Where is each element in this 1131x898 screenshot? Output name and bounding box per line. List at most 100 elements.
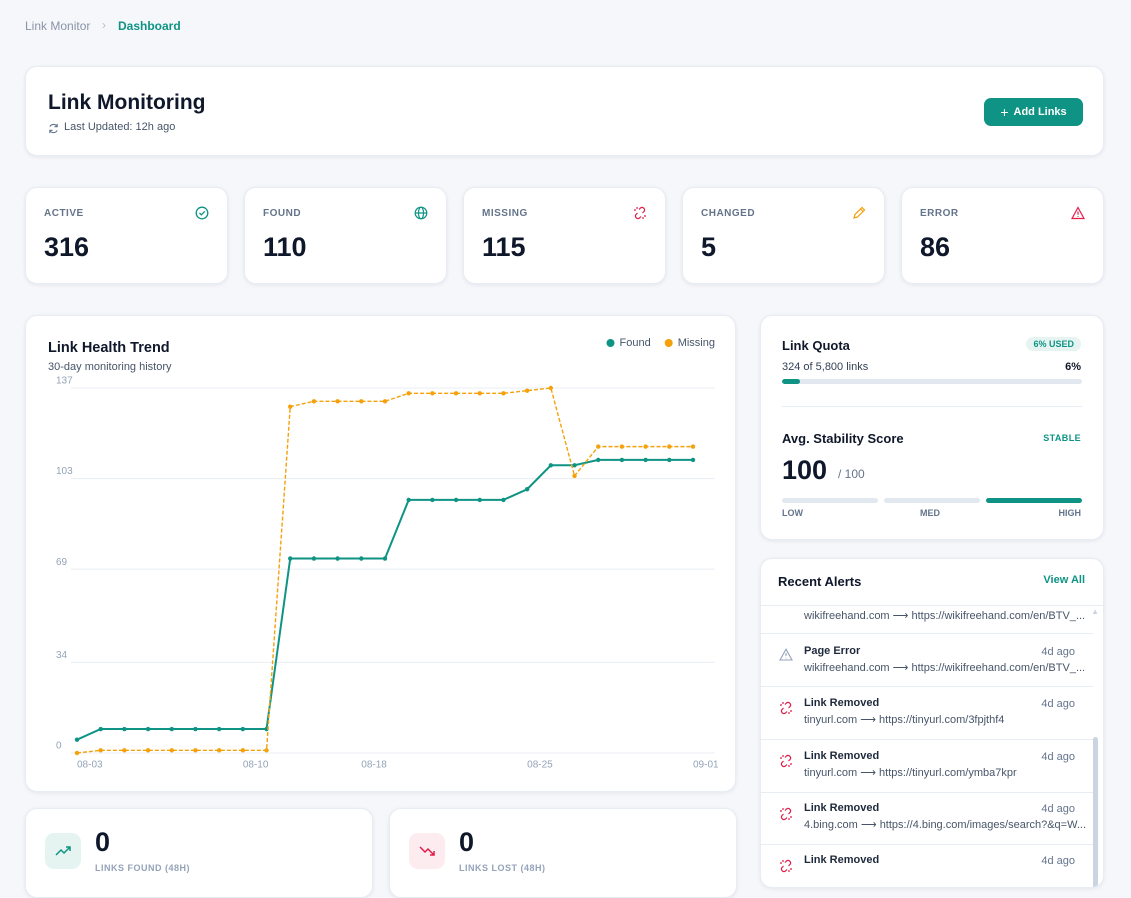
- page: {"breadcrumb": ["Link Monitor", "Dashboa…: [25, 18, 1104, 898]
- trend-up-icon-box: [45, 833, 81, 869]
- quota-percent: 6%: [1065, 361, 1081, 373]
- stat-label: ACTIVE: [44, 208, 84, 219]
- alerts-title: Recent Alerts: [778, 574, 862, 589]
- data-point: [122, 748, 127, 753]
- series-line: [76, 458, 693, 741]
- scroll-up-arrow[interactable]: ▲: [1091, 607, 1099, 616]
- level-segment: [986, 498, 1082, 503]
- data-point: [477, 391, 482, 396]
- warning-icon: [1071, 206, 1085, 220]
- data-point: [311, 556, 317, 561]
- alert-title: Link Removed: [804, 802, 880, 814]
- header-card: Link Monitoring Last Updated: 12h ago + A…: [25, 66, 1104, 156]
- data-point: [216, 726, 222, 732]
- alert-detail: wikifreehand.com ⟶ https://wikifreehand.…: [804, 610, 1086, 622]
- broken-link-icon: [780, 859, 792, 873]
- stability-badge: STABLE: [1043, 433, 1081, 443]
- summary-label: LINKS FOUND (48H): [95, 863, 191, 873]
- stat-label: MISSING: [482, 208, 528, 219]
- summary-card: 0 LINKS FOUND (48H): [25, 808, 373, 898]
- separator: [761, 739, 1093, 740]
- plus-icon: +: [1000, 104, 1009, 120]
- data-point: [98, 726, 103, 732]
- alert-item[interactable]: Page Error 4d ago wikifreehand.com ⟶ htt…: [761, 634, 1103, 686]
- x-tick-label: 08-25: [527, 760, 553, 771]
- data-point: [359, 556, 364, 561]
- stat-card: MISSING 115: [463, 187, 666, 284]
- level-segment: [782, 498, 878, 503]
- alert-time: 4d ago: [1041, 698, 1075, 710]
- y-tick-label: 34: [56, 650, 68, 661]
- data-point: [359, 399, 364, 404]
- stat-card: FOUND 110: [244, 187, 447, 284]
- data-point: [240, 726, 246, 732]
- summary-value: 0: [459, 827, 475, 857]
- stat-label: CHANGED: [701, 208, 756, 219]
- alert-item[interactable]: Link Removed 4d ago 4.bing.com ⟶ https:/…: [761, 793, 1103, 845]
- globe-icon: [414, 206, 428, 220]
- data-point: [406, 391, 411, 396]
- alert-item[interactable]: Link Removed 4d ago tinyurl.com ⟶ https:…: [761, 740, 1103, 792]
- data-point: [145, 748, 151, 753]
- alert-detail: wikifreehand.com ⟶ https://wikifreehand.…: [804, 662, 1086, 674]
- alert-title: Link Removed: [804, 854, 880, 866]
- separator: [761, 844, 1093, 845]
- data-point: [169, 726, 174, 732]
- data-point: [216, 748, 222, 753]
- add-links-button[interactable]: + Add Links: [984, 98, 1083, 126]
- data-point: [548, 385, 554, 391]
- data-point: [596, 457, 601, 463]
- alert-item[interactable]: Link Removed 4d ago tinyurl.com ⟶ https:…: [761, 687, 1103, 739]
- data-point: [122, 726, 127, 732]
- trend-chart: Link Health Trend 30-day monitoring hist…: [48, 337, 719, 771]
- data-point: [572, 463, 577, 468]
- stability-score: 100: [782, 455, 828, 485]
- refresh-icon: [49, 123, 58, 134]
- separator: [761, 792, 1093, 793]
- data-point: [524, 388, 530, 393]
- legend-swatch: [664, 339, 673, 347]
- data-point: [335, 556, 340, 561]
- alert-item[interactable]: Link Removed 4d ago: [761, 845, 1103, 887]
- data-point: [501, 391, 506, 396]
- stat-card: CHANGED 5: [682, 187, 885, 284]
- trend-down-icon-box: [409, 833, 445, 869]
- x-tick-label: 08-10: [243, 760, 269, 771]
- alert-detail: tinyurl.com ⟶ https://tinyurl.com/3fpjth…: [804, 714, 1005, 726]
- summary-value: 0: [95, 827, 111, 857]
- data-point: [667, 444, 672, 449]
- data-point: [74, 737, 80, 742]
- data-point: [382, 556, 388, 561]
- chart-title: Link Health Trend: [48, 340, 170, 356]
- stability-max: / 100: [838, 467, 865, 481]
- y-tick-label: 69: [56, 557, 68, 568]
- level-label: HIGH: [1058, 508, 1082, 518]
- scrollbar-thumb[interactable]: [1093, 737, 1098, 887]
- legend-label: Found: [620, 337, 651, 349]
- quota-detail: 324 of 5,800 links: [782, 361, 869, 373]
- summary-card: 0 LINKS LOST (48H): [389, 808, 737, 898]
- data-point: [477, 497, 482, 503]
- page-error-icon: [779, 648, 793, 661]
- stat-value: 316: [44, 232, 90, 262]
- stat-card: ACTIVE 316: [25, 187, 228, 284]
- x-tick-label: 09-01: [693, 760, 719, 771]
- stat-label: ERROR: [920, 208, 959, 219]
- breadcrumb-item[interactable]: Link Monitor: [25, 19, 91, 33]
- pencil-icon: [853, 206, 866, 219]
- data-point: [145, 726, 151, 732]
- view-all-link[interactable]: View All: [1043, 574, 1085, 586]
- x-tick-label: 08-18: [361, 760, 387, 771]
- y-tick-label: 137: [56, 376, 73, 387]
- stat-label: FOUND: [263, 208, 302, 219]
- data-point: [335, 399, 340, 404]
- data-point: [240, 748, 246, 753]
- chart-subtitle: 30-day monitoring history: [48, 361, 172, 373]
- alert-detail: tinyurl.com ⟶ https://tinyurl.com/ymba7k…: [804, 767, 1017, 779]
- alert-detail: 4.bing.com ⟶ https://4.bing.com/images/s…: [804, 819, 1087, 831]
- broken-link-icon: [780, 807, 792, 821]
- data-point: [501, 497, 506, 503]
- x-tick-label: 08-03: [77, 760, 103, 771]
- breadcrumb-separator: ›: [102, 18, 106, 32]
- broken-link-icon: [780, 701, 792, 715]
